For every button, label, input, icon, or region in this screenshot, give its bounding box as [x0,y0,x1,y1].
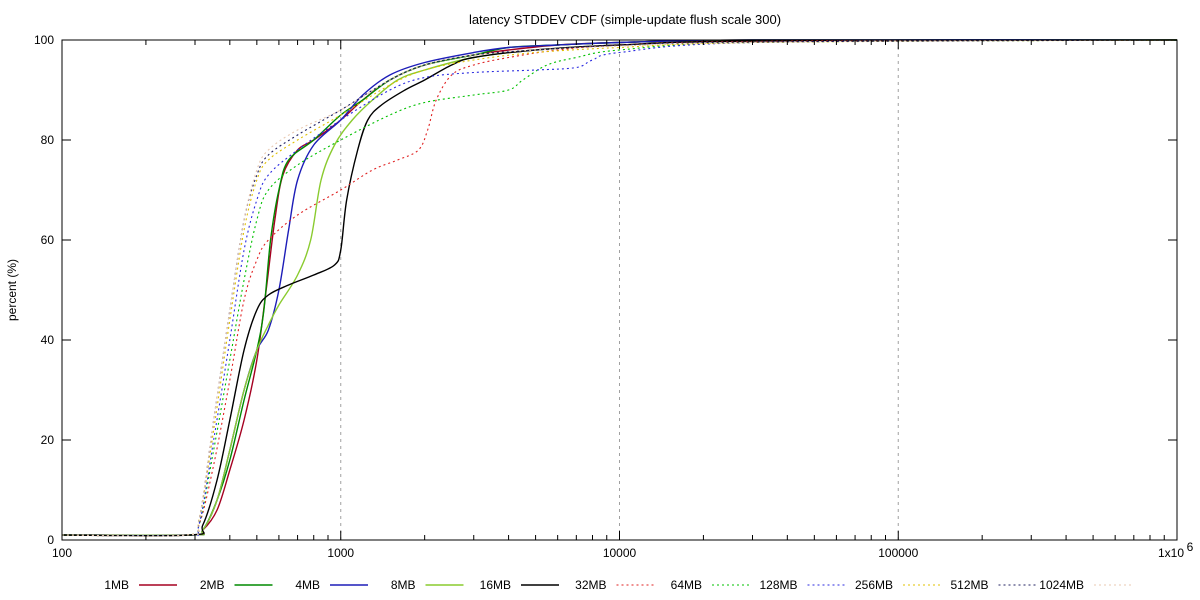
legend-label-64MB: 64MB [671,578,702,592]
y-axis-label: percent (%) [5,259,19,321]
series-layer [61,39,1178,537]
legend-label-2MB: 2MB [200,578,225,592]
x-tick-label: 1x10 [1158,546,1184,560]
legend-label-1MB: 1MB [104,578,129,592]
x-tick-label: 100000 [878,546,918,560]
legend-label-16MB: 16MB [480,578,511,592]
series-line-128MB [61,39,1178,537]
legend-label-8MB: 8MB [391,578,416,592]
series-line-64MB [61,39,1178,537]
y-tick-label: 80 [41,133,55,147]
x-tick-label: 10000 [603,546,637,560]
legend-label-1024MB: 1024MB [1039,578,1084,592]
x-tick-exponent: 6 [1187,540,1194,554]
legend-label-32MB: 32MB [575,578,606,592]
x-tick-label: 100 [52,546,72,560]
legend: 1MB 2MB 4MB 8MB 16MB 32MB 64MB 128MB 256MB 512MB 1… [104,578,1132,592]
legend-label-128MB: 128MB [759,578,797,592]
plot-frame [61,39,1178,541]
y-tick-label: 40 [41,333,55,347]
chart-title: latency STDDEV CDF (simple-update flush … [469,12,781,27]
y-tick-label: 60 [41,233,55,247]
y-tick-label: 0 [47,533,54,547]
series-line-32MB [61,39,1178,537]
y-tick-label: 100 [34,33,54,47]
x-tick-label: 1000 [327,546,354,560]
legend-label-512MB: 512MB [950,578,988,592]
y-tick-label: 20 [41,433,55,447]
series-line-256MB [61,39,1178,537]
grid-lines [340,40,899,540]
legend-label-256MB: 256MB [855,578,893,592]
legend-label-4MB: 4MB [295,578,320,592]
